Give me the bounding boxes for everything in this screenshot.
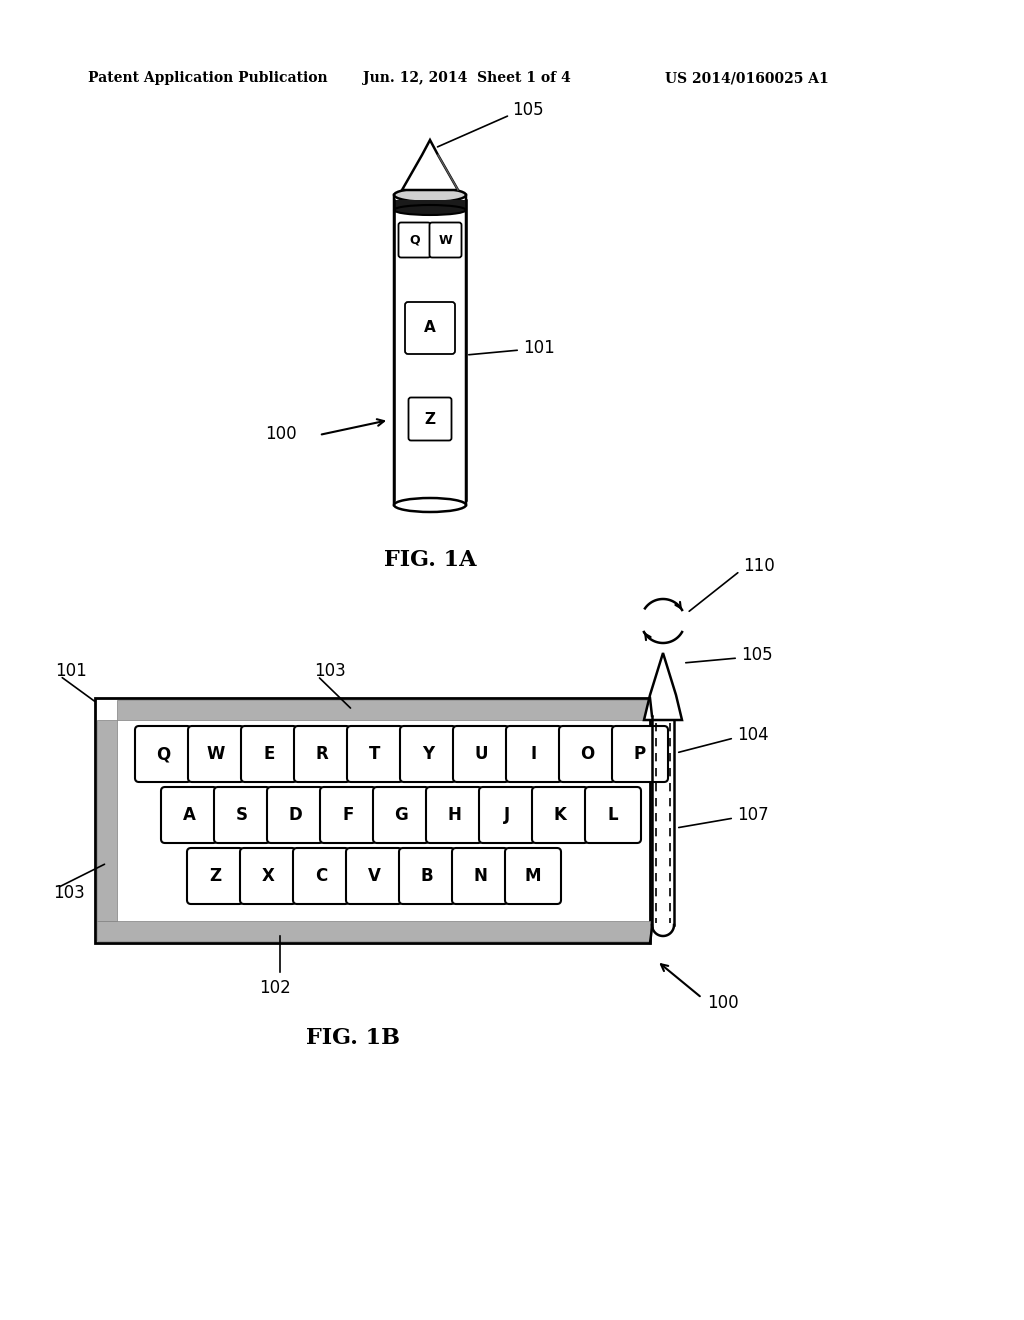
Text: J: J [504, 807, 510, 824]
FancyBboxPatch shape [409, 397, 452, 441]
Text: I: I [530, 744, 537, 763]
Bar [394, 201, 466, 210]
Text: X: X [261, 867, 274, 884]
Text: V: V [368, 867, 381, 884]
Text: 110: 110 [743, 557, 775, 576]
Text: 100: 100 [265, 425, 297, 444]
Text: 101: 101 [55, 663, 87, 680]
Text: 104: 104 [737, 726, 769, 744]
FancyBboxPatch shape [453, 726, 509, 781]
FancyBboxPatch shape [506, 726, 562, 781]
Text: Jun. 12, 2014  Sheet 1 of 4: Jun. 12, 2014 Sheet 1 of 4 [362, 71, 570, 84]
FancyBboxPatch shape [406, 302, 455, 354]
Text: C: C [314, 867, 327, 884]
Text: 102: 102 [259, 979, 291, 997]
FancyBboxPatch shape [429, 223, 462, 257]
Text: T: T [370, 744, 381, 763]
FancyBboxPatch shape [346, 847, 402, 904]
Text: D: D [288, 807, 302, 824]
FancyBboxPatch shape [399, 847, 455, 904]
Text: K: K [554, 807, 566, 824]
FancyBboxPatch shape [394, 195, 466, 506]
Ellipse shape [394, 187, 466, 202]
Text: A: A [182, 807, 196, 824]
Text: Z: Z [209, 867, 221, 884]
Text: 100: 100 [707, 994, 738, 1012]
Text: Patent Application Publication: Patent Application Publication [88, 71, 328, 84]
Text: Q: Q [156, 744, 170, 763]
Text: FIG. 1A: FIG. 1A [384, 549, 476, 572]
Text: 105: 105 [512, 102, 544, 119]
Polygon shape [644, 653, 682, 719]
Text: 103: 103 [314, 663, 346, 680]
FancyBboxPatch shape [426, 787, 482, 843]
Text: Q: Q [410, 234, 420, 247]
Text: 107: 107 [737, 807, 769, 824]
FancyBboxPatch shape [188, 726, 244, 781]
Text: US 2014/0160025 A1: US 2014/0160025 A1 [665, 71, 828, 84]
Text: 101: 101 [523, 339, 555, 356]
Bar [97, 719, 117, 921]
FancyBboxPatch shape [373, 787, 429, 843]
FancyBboxPatch shape [187, 847, 243, 904]
FancyBboxPatch shape [319, 787, 376, 843]
Text: N: N [473, 867, 487, 884]
FancyBboxPatch shape [532, 787, 588, 843]
FancyBboxPatch shape [398, 223, 430, 257]
Bar [97, 921, 650, 941]
FancyBboxPatch shape [293, 847, 349, 904]
Text: M: M [524, 867, 542, 884]
FancyBboxPatch shape [585, 787, 641, 843]
FancyBboxPatch shape [612, 726, 668, 781]
Ellipse shape [394, 498, 466, 512]
FancyBboxPatch shape [161, 787, 217, 843]
FancyBboxPatch shape [505, 847, 561, 904]
Text: U: U [474, 744, 487, 763]
Bar [95, 698, 650, 942]
Text: E: E [263, 744, 274, 763]
Text: 105: 105 [741, 645, 773, 664]
Text: O: O [580, 744, 594, 763]
FancyBboxPatch shape [452, 847, 508, 904]
Ellipse shape [394, 205, 466, 215]
FancyBboxPatch shape [267, 787, 323, 843]
Text: A: A [424, 321, 436, 335]
Bar [117, 700, 650, 719]
FancyBboxPatch shape [241, 726, 297, 781]
Text: P: P [634, 744, 646, 763]
Text: B: B [421, 867, 433, 884]
Text: Z: Z [425, 412, 435, 426]
Text: W: W [438, 234, 453, 247]
Text: L: L [607, 807, 618, 824]
FancyBboxPatch shape [347, 726, 403, 781]
FancyBboxPatch shape [214, 787, 270, 843]
Text: G: G [394, 807, 408, 824]
Text: 103: 103 [53, 884, 85, 902]
Text: H: H [447, 807, 461, 824]
Text: W: W [207, 744, 225, 763]
Text: Y: Y [422, 744, 434, 763]
Text: S: S [236, 807, 248, 824]
Text: R: R [315, 744, 329, 763]
FancyBboxPatch shape [479, 787, 535, 843]
Text: FIG. 1B: FIG. 1B [305, 1027, 399, 1049]
FancyBboxPatch shape [294, 726, 350, 781]
Text: F: F [342, 807, 353, 824]
FancyBboxPatch shape [559, 726, 615, 781]
Polygon shape [402, 140, 458, 190]
FancyBboxPatch shape [135, 726, 191, 781]
FancyBboxPatch shape [400, 726, 456, 781]
FancyBboxPatch shape [240, 847, 296, 904]
